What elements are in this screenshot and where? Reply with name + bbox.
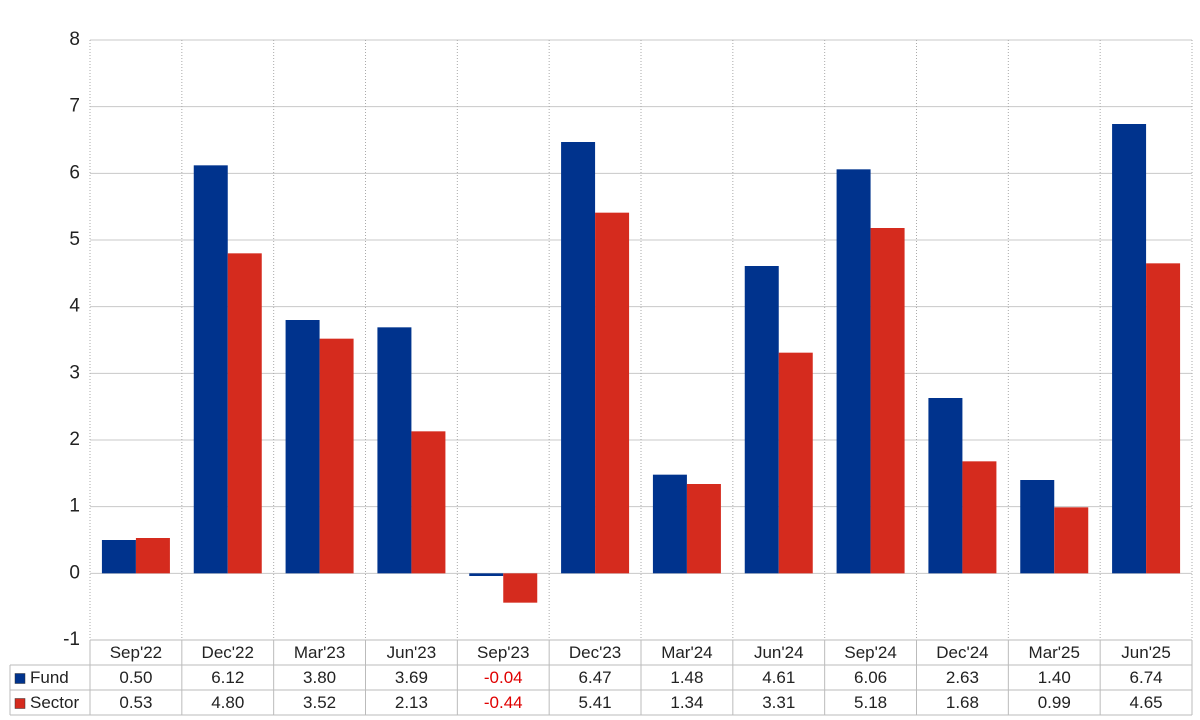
bar <box>561 142 596 574</box>
bar <box>135 538 170 574</box>
y-tick-label: 5 <box>69 229 80 250</box>
x-tick-label: Jun'24 <box>754 643 804 662</box>
table-value: 5.41 <box>579 693 612 712</box>
x-tick-label: Mar'25 <box>1029 643 1080 662</box>
table-value: 4.80 <box>211 693 244 712</box>
y-tick-label: 8 <box>69 29 80 50</box>
bar <box>101 540 136 574</box>
table-value: 3.80 <box>303 668 336 687</box>
bar <box>319 338 354 574</box>
legend-swatch <box>14 698 26 709</box>
y-tick-label: 3 <box>69 362 80 383</box>
table-value: -0.04 <box>484 668 523 687</box>
x-tick-label: Dec'23 <box>569 643 621 662</box>
table-value: 1.40 <box>1038 668 1071 687</box>
table-value: 0.50 <box>119 668 152 687</box>
table-value: 2.63 <box>946 668 979 687</box>
table-value: 2.13 <box>395 693 428 712</box>
bar <box>227 253 262 574</box>
table-value: 3.69 <box>395 668 428 687</box>
table-value: 5.18 <box>854 693 887 712</box>
table-value: 3.31 <box>762 693 795 712</box>
x-tick-label: Jun'25 <box>1121 643 1171 662</box>
bar <box>836 169 871 574</box>
x-tick-label: Sep'24 <box>844 643 896 662</box>
bar <box>285 320 320 574</box>
bar <box>411 431 446 574</box>
bar <box>377 327 412 574</box>
legend-label: Fund <box>30 668 69 687</box>
y-tick-label: 7 <box>69 96 80 117</box>
bar <box>744 266 779 574</box>
table-value: 1.34 <box>670 693 703 712</box>
bar <box>686 484 721 574</box>
table-value: 0.53 <box>119 693 152 712</box>
table-value: -0.44 <box>484 693 523 712</box>
y-tick-label: 2 <box>69 429 80 450</box>
y-tick-label: 1 <box>69 496 80 517</box>
table-value: 6.12 <box>211 668 244 687</box>
x-tick-label: Sep'22 <box>110 643 162 662</box>
x-tick-label: Dec'24 <box>936 643 988 662</box>
bar <box>962 461 997 574</box>
bar <box>1020 480 1055 574</box>
bar <box>928 398 963 574</box>
table-value: 4.65 <box>1130 693 1163 712</box>
x-tick-label: Dec'22 <box>202 643 254 662</box>
table-value: 1.68 <box>946 693 979 712</box>
legend-label: Sector <box>30 693 79 712</box>
y-tick-label: -1 <box>63 629 80 650</box>
legend-swatch <box>14 673 26 684</box>
table-value: 6.47 <box>579 668 612 687</box>
table-value: 0.99 <box>1038 693 1071 712</box>
x-tick-label: Jun'23 <box>387 643 437 662</box>
x-tick-label: Sep'23 <box>477 643 529 662</box>
bar <box>870 228 905 574</box>
table-value: 3.52 <box>303 693 336 712</box>
table-value: 4.61 <box>762 668 795 687</box>
bar <box>193 165 228 574</box>
table-value: 1.48 <box>670 668 703 687</box>
bar <box>1112 124 1147 574</box>
table-value: 6.74 <box>1130 668 1163 687</box>
table-value: 6.06 <box>854 668 887 687</box>
bar <box>595 212 630 574</box>
bar <box>1146 263 1181 574</box>
bar <box>778 352 813 574</box>
y-tick-label: 4 <box>69 296 80 317</box>
y-tick-label: 0 <box>69 562 80 583</box>
bar <box>652 474 687 574</box>
bar <box>1054 507 1089 574</box>
bar <box>469 573 504 576</box>
bar <box>503 573 538 603</box>
y-tick-label: 6 <box>69 162 80 183</box>
x-tick-label: Mar'24 <box>661 643 712 662</box>
x-tick-label: Mar'23 <box>294 643 345 662</box>
